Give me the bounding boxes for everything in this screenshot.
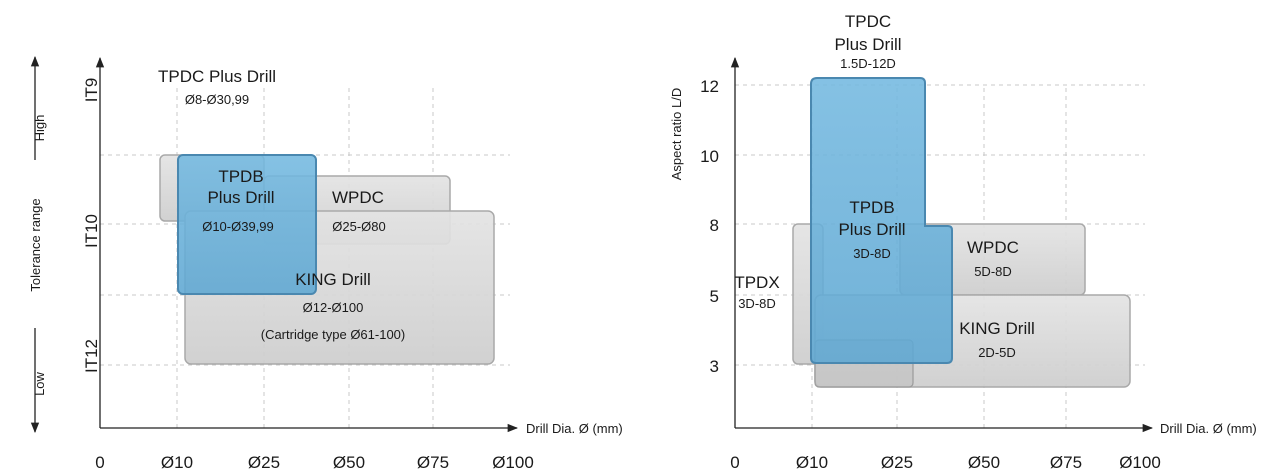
left-x-tick-75: Ø75 [417, 453, 449, 472]
right-x-tick-50: Ø50 [968, 453, 1000, 472]
right-y-axis-label: Aspect ratio L/D [669, 88, 684, 181]
left-label-tpdb-range: Ø10-Ø39,99 [202, 219, 274, 234]
right-label-tpdc-range: 1.5D-12D [840, 56, 896, 71]
right-label-tpdb-name2: Plus Drill [838, 220, 905, 239]
left-label-wpdc-name: WPDC [332, 188, 384, 207]
right-y-tick-12: 12 [700, 77, 719, 96]
right-x-tick-100: Ø100 [1119, 453, 1161, 472]
right-label-tpdx-name: TPDX [734, 273, 779, 292]
right-label-wpdc-range: 5D-8D [974, 264, 1012, 279]
left-label-king-note: (Cartridge type Ø61-100) [261, 327, 406, 342]
left-y-axis-label: Tolerance range [28, 198, 43, 291]
left-label-tpdc-name: TPDC Plus Drill [158, 67, 276, 86]
right-x-tick-25: Ø25 [881, 453, 913, 472]
right-y-tick-10: 10 [700, 147, 719, 166]
left-label-tpdb-name1: TPDB [218, 167, 263, 186]
left-x-tick-100: Ø100 [492, 453, 534, 472]
left-high-label: High [32, 115, 47, 142]
left-y-tick-it12: IT12 [82, 339, 101, 373]
left-x-tick-0: 0 [95, 453, 104, 472]
right-x-tick-75: Ø75 [1050, 453, 1082, 472]
right-box-tpdc-tpdb [810, 77, 953, 364]
right-label-wpdc-name: WPDC [967, 238, 1019, 257]
right-x-axis-label: Drill Dia. Ø (mm) [1160, 421, 1257, 436]
right-y-tick-8: 8 [710, 216, 719, 235]
left-y-tick-it10: IT10 [82, 214, 101, 248]
right-label-tpdb-name1: TPDB [849, 198, 894, 217]
left-label-king-name: KING Drill [295, 270, 371, 289]
right-label-king-name: KING Drill [959, 319, 1035, 338]
left-label-tpdc-range: Ø8-Ø30,99 [185, 92, 249, 107]
left-chart: High Low Tolerance range IT9 IT10 IT12 0… [28, 55, 623, 472]
right-x-tick-10: Ø10 [796, 453, 828, 472]
left-box-tpdb [177, 154, 317, 295]
left-x-tick-25: Ø25 [248, 453, 280, 472]
right-label-tpdb-range: 3D-8D [853, 246, 891, 261]
left-x-tick-10: Ø10 [161, 453, 193, 472]
left-x-tick-50: Ø50 [333, 453, 365, 472]
left-low-label: Low [32, 371, 47, 395]
right-y-tick-3: 3 [710, 357, 719, 376]
right-y-tick-5: 5 [710, 287, 719, 306]
right-label-tpdx-range: 3D-8D [738, 296, 776, 311]
left-x-axis-label: Drill Dia. Ø (mm) [526, 421, 623, 436]
left-label-king-range: Ø12-Ø100 [303, 300, 364, 315]
right-x-tick-0: 0 [730, 453, 739, 472]
right-label-tpdc-name1: TPDC [845, 12, 891, 31]
right-chart: Aspect ratio L/D 12 10 8 5 3 0 Ø10 Ø25 Ø… [669, 12, 1257, 472]
left-label-wpdc-range: Ø25-Ø80 [332, 219, 385, 234]
right-label-tpdc-name2: Plus Drill [834, 35, 901, 54]
left-label-tpdb-name2: Plus Drill [207, 188, 274, 207]
right-label-king-range: 2D-5D [978, 345, 1016, 360]
left-y-tick-it9: IT9 [82, 78, 101, 103]
